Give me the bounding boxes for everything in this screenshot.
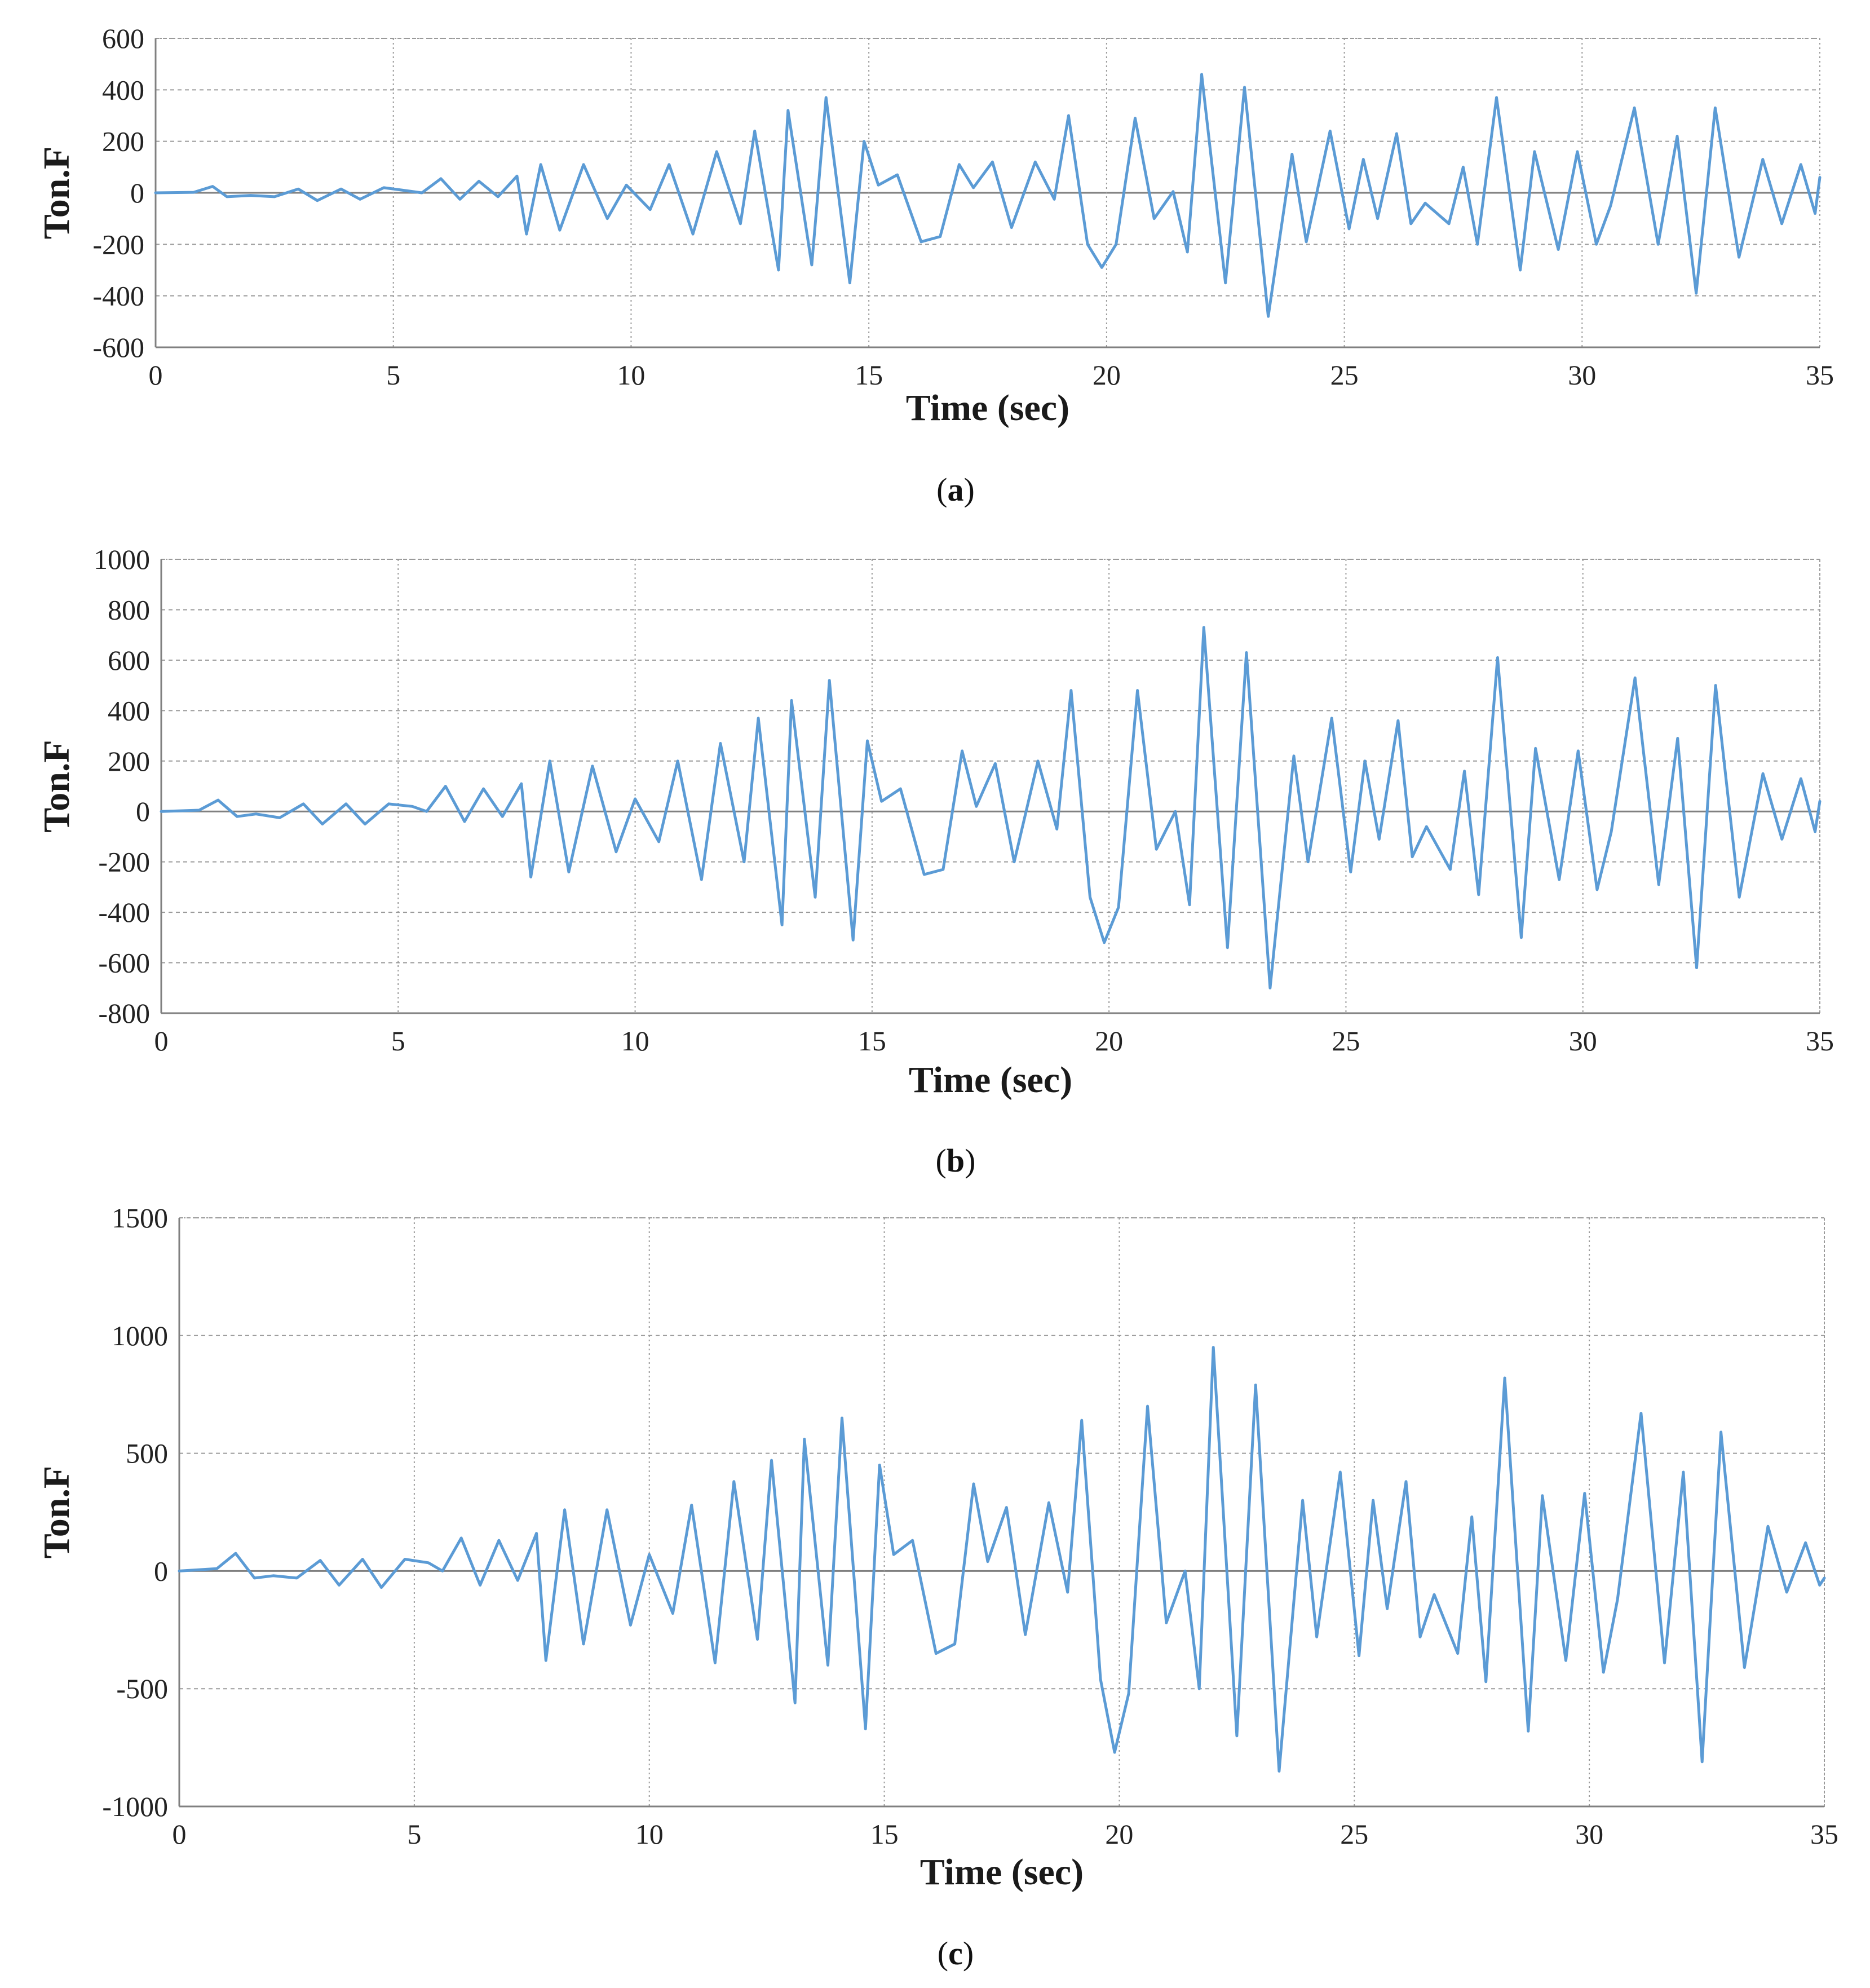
x-tick-label: 35 (1810, 1818, 1838, 1850)
y-tick-label: -600 (92, 332, 144, 363)
x-tick-label: 35 (1806, 359, 1834, 391)
y-tick-label: -600 (98, 947, 150, 979)
x-tick-label: 25 (1340, 1818, 1368, 1850)
x-tick-label: 15 (855, 359, 883, 391)
series-line (160, 626, 1822, 989)
x-tick-label: 25 (1332, 1025, 1360, 1057)
x-tick-label: 20 (1095, 1025, 1123, 1057)
x-tick-label: 10 (617, 359, 645, 391)
x-tick-label: 0 (149, 359, 163, 391)
plot-frame (161, 559, 1820, 1014)
x-tick-label: 15 (870, 1818, 899, 1850)
x-tick-label: 15 (858, 1025, 886, 1057)
caption: (b) (936, 1142, 976, 1179)
y-tick-label: 0 (154, 1555, 168, 1587)
x-tick-label: 5 (391, 1025, 405, 1057)
y-tick-label: 1000 (112, 1320, 168, 1351)
grid-layer (179, 1217, 1825, 1807)
x-tick-label: 30 (1568, 359, 1596, 391)
y-tick-label: 1000 (94, 544, 150, 575)
x-tick-label: 30 (1569, 1025, 1597, 1057)
x-tick-label: 35 (1806, 1025, 1834, 1057)
x-tick-label: 5 (386, 359, 400, 391)
y-tick-label: -400 (98, 896, 150, 928)
y-tick-label: -1000 (102, 1791, 168, 1822)
series-line (154, 73, 1822, 318)
y-tick-label: 400 (102, 74, 144, 105)
y-tick-label: 1500 (112, 1202, 168, 1234)
y-tick-label: 500 (126, 1438, 168, 1469)
x-axis-title: Time (sec) (920, 1852, 1084, 1893)
y-tick-label: 600 (102, 23, 144, 54)
y-tick-label: 200 (102, 126, 144, 157)
y-tick-label: 200 (108, 745, 150, 777)
y-tick-label: -500 (116, 1673, 168, 1704)
y-tick-label: -200 (98, 846, 150, 878)
x-tick-label: 25 (1330, 359, 1359, 391)
grid-layer (161, 559, 1820, 1014)
y-tick-label: 0 (136, 796, 150, 827)
x-tick-label: 10 (635, 1818, 664, 1850)
plot-frame (179, 1217, 1825, 1807)
y-tick-label: 600 (108, 644, 150, 676)
caption: (c) (938, 1935, 974, 1972)
x-tick-label: 20 (1093, 359, 1121, 391)
x-tick-label: 5 (407, 1818, 421, 1850)
x-tick-label: 0 (154, 1025, 169, 1057)
y-tick-label: -800 (98, 997, 150, 1029)
x-tick-label: 0 (173, 1818, 187, 1850)
x-tick-label: 20 (1105, 1818, 1133, 1850)
caption: (a) (936, 471, 975, 508)
x-tick-label: 10 (621, 1025, 649, 1057)
x-tick-label: 30 (1575, 1818, 1603, 1850)
x-axis-title: Time (sec) (909, 1059, 1072, 1101)
y-tick-label: 400 (108, 695, 150, 726)
y-tick-label: 0 (130, 177, 144, 209)
y-axis-title: Ton.F (36, 740, 77, 832)
x-axis-title: Time (sec) (906, 387, 1069, 428)
y-tick-label: 800 (108, 594, 150, 625)
series-line (178, 1346, 1826, 1773)
y-axis-title: Ton.F (36, 147, 77, 239)
y-tick-label: -400 (92, 280, 144, 312)
y-axis-title: Ton.F (36, 1466, 77, 1558)
y-tick-label: -200 (92, 228, 144, 260)
